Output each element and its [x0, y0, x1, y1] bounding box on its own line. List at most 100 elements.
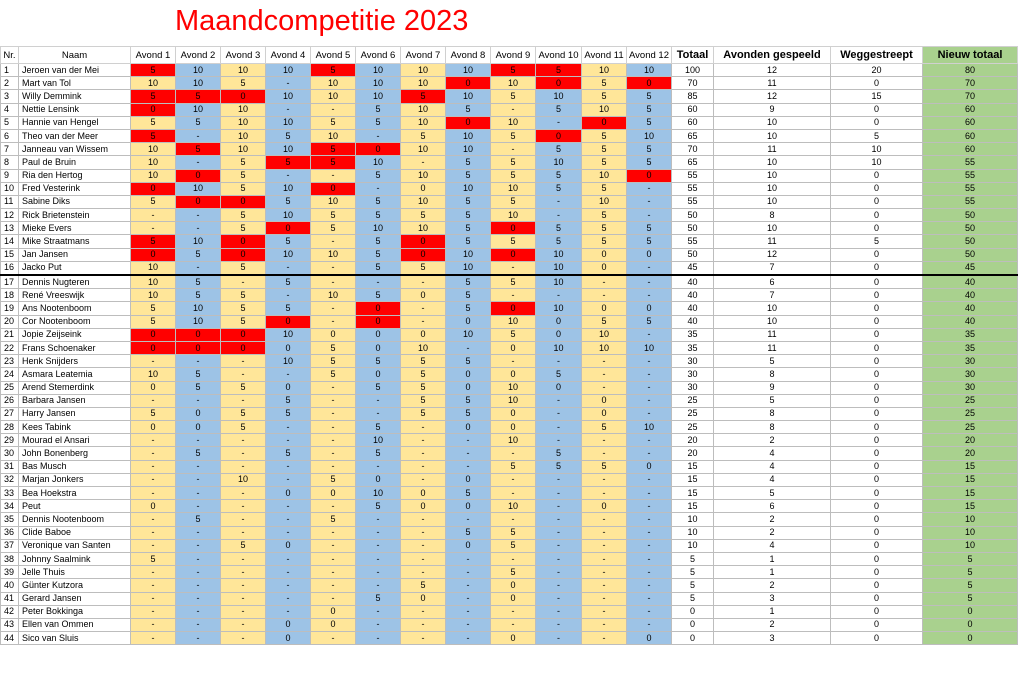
row-number[interactable]: 37 [0, 538, 19, 553]
totaal-cell[interactable]: 5 [671, 591, 714, 606]
score-avond-10[interactable]: - [535, 631, 582, 646]
score-avond-10[interactable]: 5 [535, 181, 582, 196]
score-avond-6[interactable]: 0 [355, 314, 401, 329]
score-avond-2[interactable]: 10 [175, 76, 221, 91]
score-avond-11[interactable]: 10 [581, 194, 627, 210]
score-avond-6[interactable]: - [355, 181, 401, 196]
score-avond-8[interactable]: 5 [445, 274, 491, 290]
row-number[interactable]: 12 [0, 208, 19, 223]
weggestreept-cell[interactable]: 0 [830, 260, 923, 276]
score-avond-9[interactable]: 10 [490, 380, 536, 395]
player-name[interactable]: Arend Stemerdink [18, 380, 131, 395]
score-avond-12[interactable]: - [626, 565, 672, 580]
player-name[interactable]: Theo van der Meer [18, 128, 131, 144]
score-avond-6[interactable]: 0 [355, 142, 401, 157]
score-avond-11[interactable]: - [581, 274, 627, 290]
score-avond-6[interactable]: - [355, 128, 401, 144]
score-avond-10[interactable]: 5 [535, 62, 582, 78]
score-avond-7[interactable]: 5 [400, 128, 446, 144]
score-avond-10[interactable]: - [535, 393, 582, 408]
score-avond-10[interactable]: - [535, 472, 582, 488]
player-name[interactable]: Gerard Jansen [18, 591, 131, 606]
score-avond-10[interactable]: 10 [535, 247, 582, 262]
score-avond-2[interactable]: 0 [175, 327, 221, 342]
score-avond-7[interactable]: 0 [400, 485, 446, 501]
score-avond-3[interactable]: 0 [220, 247, 266, 262]
score-avond-7[interactable]: - [400, 459, 446, 474]
score-avond-2[interactable]: 5 [175, 367, 221, 382]
player-name[interactable]: Willy Demmink [18, 89, 131, 104]
score-avond-3[interactable]: - [220, 446, 266, 461]
score-avond-5[interactable]: - [310, 314, 356, 329]
score-avond-3[interactable]: 5 [220, 260, 266, 276]
player-name[interactable]: Sabine Diks [18, 194, 131, 210]
score-avond-3[interactable]: 10 [220, 102, 266, 117]
nieuw-totaal-cell[interactable]: 50 [922, 221, 1018, 236]
score-avond-3[interactable]: 10 [220, 472, 266, 488]
score-avond-1[interactable]: 5 [130, 89, 176, 104]
score-avond-6[interactable]: - [355, 393, 401, 408]
score-avond-12[interactable]: - [626, 194, 672, 210]
score-avond-11[interactable]: - [581, 367, 627, 382]
avonden-gespeeld-cell[interactable]: 1 [713, 604, 831, 619]
score-avond-8[interactable]: 0 [445, 420, 491, 435]
score-avond-4[interactable]: 5 [265, 406, 311, 422]
row-number[interactable]: 10 [0, 181, 19, 196]
score-avond-5[interactable]: 10 [310, 194, 356, 210]
score-avond-5[interactable]: - [310, 578, 356, 593]
score-avond-7[interactable]: - [400, 512, 446, 527]
totaal-cell[interactable]: 0 [671, 604, 714, 619]
score-avond-9[interactable]: 10 [490, 115, 536, 130]
score-avond-4[interactable]: 5 [265, 234, 311, 249]
score-avond-11[interactable]: 0 [581, 301, 627, 316]
score-avond-9[interactable]: 5 [490, 274, 536, 290]
avonden-gespeeld-cell[interactable]: 11 [713, 340, 831, 356]
avonden-gespeeld-cell[interactable]: 9 [713, 102, 831, 117]
header-nieuw-totaal[interactable]: Nieuw totaal [922, 46, 1018, 64]
weggestreept-cell[interactable]: 0 [830, 221, 923, 236]
totaal-cell[interactable]: 10 [671, 538, 714, 553]
totaal-cell[interactable]: 100 [671, 62, 714, 78]
score-avond-5[interactable]: - [310, 446, 356, 461]
score-avond-10[interactable]: - [535, 538, 582, 553]
header-totaal[interactable]: Totaal [671, 46, 714, 64]
score-avond-5[interactable]: 10 [310, 89, 356, 104]
avonden-gespeeld-cell[interactable]: 8 [713, 208, 831, 223]
score-avond-10[interactable]: 5 [535, 446, 582, 461]
score-avond-3[interactable]: - [220, 631, 266, 646]
score-avond-4[interactable]: 10 [265, 142, 311, 157]
score-avond-7[interactable]: 5 [400, 260, 446, 276]
header-avond-7[interactable]: Avond 7 [400, 46, 446, 64]
score-avond-11[interactable]: 10 [581, 62, 627, 78]
score-avond-6[interactable]: 0 [355, 327, 401, 342]
nieuw-totaal-cell[interactable]: 10 [922, 512, 1018, 527]
score-avond-8[interactable]: - [445, 604, 491, 619]
score-avond-2[interactable]: 0 [175, 340, 221, 356]
score-avond-1[interactable]: - [130, 604, 176, 619]
nieuw-totaal-cell[interactable]: 60 [922, 115, 1018, 130]
score-avond-12[interactable]: - [626, 380, 672, 395]
score-avond-3[interactable]: 5 [220, 181, 266, 196]
score-avond-3[interactable]: 5 [220, 155, 266, 170]
totaal-cell[interactable]: 40 [671, 314, 714, 329]
player-name[interactable]: Jan Jansen [18, 247, 131, 262]
score-avond-9[interactable]: 0 [490, 631, 536, 646]
score-avond-10[interactable]: 10 [535, 260, 582, 276]
row-number[interactable]: 27 [0, 406, 19, 422]
score-avond-10[interactable]: - [535, 551, 582, 567]
totaal-cell[interactable]: 40 [671, 301, 714, 316]
score-avond-10[interactable]: - [535, 420, 582, 435]
score-avond-12[interactable]: 5 [626, 102, 672, 117]
weggestreept-cell[interactable]: 0 [830, 168, 923, 183]
score-avond-4[interactable]: - [265, 472, 311, 488]
player-name[interactable]: Cor Nootenboom [18, 314, 131, 329]
score-avond-6[interactable]: 10 [355, 433, 401, 448]
score-avond-11[interactable]: - [581, 354, 627, 369]
avonden-gespeeld-cell[interactable]: 10 [713, 301, 831, 316]
score-avond-4[interactable]: - [265, 512, 311, 527]
score-avond-1[interactable]: 5 [130, 194, 176, 210]
score-avond-2[interactable]: 0 [175, 194, 221, 210]
nieuw-totaal-cell[interactable]: 30 [922, 367, 1018, 382]
score-avond-5[interactable]: 5 [310, 221, 356, 236]
score-avond-6[interactable]: 0 [355, 301, 401, 316]
